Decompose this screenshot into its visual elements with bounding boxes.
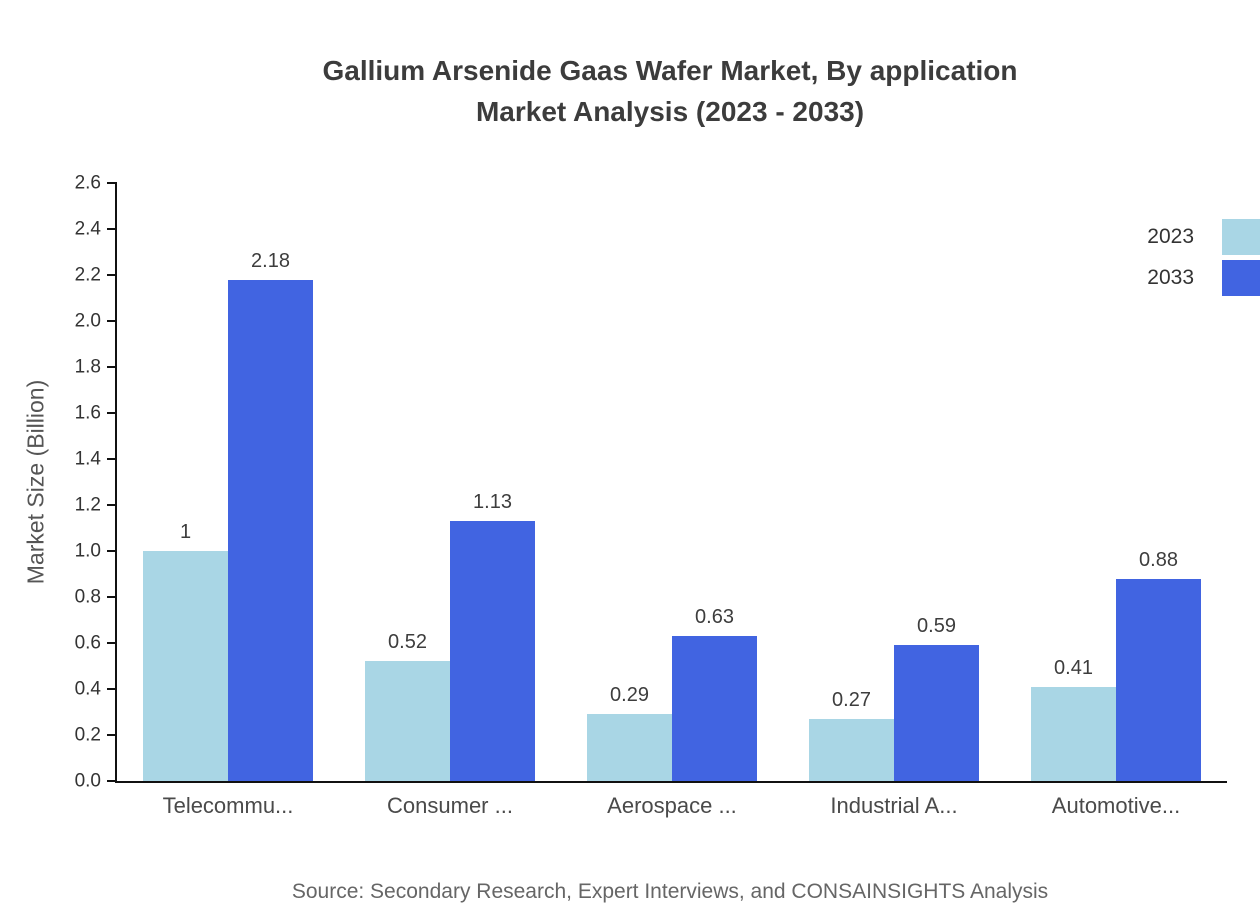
y-tick-mark: [107, 780, 117, 782]
bars-area: 1 2.18 0.52 1.13 0.29 0.63 0.27 0.59 0.41 0.88: [117, 183, 1227, 781]
y-tick-label: 1.2: [74, 494, 101, 516]
y-tick-label: 1.4: [74, 448, 101, 470]
bar-2033: 1.13: [450, 491, 535, 781]
bar-group: 1 2.18: [117, 183, 339, 781]
y-tick-label: 0.6: [74, 632, 101, 654]
y-tick-label: 2.2: [74, 264, 101, 286]
bar-group: 0.27 0.59: [783, 183, 1005, 781]
x-tick-label: Consumer ...: [387, 793, 513, 818]
y-tick-mark: [107, 596, 117, 598]
y-tick-mark: [107, 734, 117, 736]
legend-swatch: [1222, 260, 1260, 296]
legend-label: 2023: [1147, 225, 1194, 248]
bar-value-label: 0.29: [610, 684, 649, 707]
y-tick-mark: [107, 366, 117, 368]
chart-title-line2: Market Analysis (2023 - 2033): [475, 96, 865, 127]
bar-2023: 0.41: [1031, 657, 1116, 781]
bar-2033: 0.88: [1116, 549, 1201, 781]
bar-value-label: 0.63: [695, 606, 734, 629]
y-tick-label: 1.8: [74, 356, 101, 378]
bar-value-label: 2.18: [251, 249, 290, 272]
bar-2033: 0.59: [894, 615, 979, 781]
bar-2023: 0.27: [809, 689, 894, 781]
x-axis-labels: Telecommu... Consumer ... Aerospace ... Ind…: [117, 793, 1227, 819]
y-tick-label: 0.0: [74, 770, 101, 792]
legend-label: 2033: [1147, 266, 1194, 289]
bar-value-label: 0.52: [388, 631, 427, 654]
y-tick-mark: [107, 688, 117, 690]
legend-item: 2023: [1147, 219, 1260, 255]
y-tick-label: 2.0: [74, 310, 101, 332]
bar-2023: 0.52: [365, 631, 450, 781]
bar-2033: 0.63: [672, 606, 757, 781]
chart-title: Gallium Arsenide Gaas Wafer Market, By a…: [115, 50, 1225, 132]
legend-item: 2033: [1147, 260, 1260, 296]
y-tick-label: 1.0: [74, 540, 101, 562]
y-tick-mark: [107, 504, 117, 506]
bar-value-label: 0.41: [1054, 656, 1093, 679]
y-tick-label: 0.2: [74, 724, 101, 746]
y-tick-mark: [107, 182, 117, 184]
source-note: Source: Secondary Research, Expert Inter…: [291, 880, 1049, 903]
y-tick-mark: [107, 274, 117, 276]
bar-2033: 2.18: [228, 250, 313, 781]
x-tick-label: Automotive...: [1051, 793, 1181, 818]
x-tick-label: Aerospace ...: [607, 793, 737, 818]
bar-2023: 0.29: [587, 684, 672, 781]
x-tick-label: Telecommu...: [162, 793, 294, 818]
plot-area: 0.0 0.2 0.4 0.6 0.8 1.0 1.2 1.4 1.6 1.8 2.0 2.2 2.4 2…: [75, 174, 1227, 818]
y-tick-mark: [107, 550, 117, 552]
y-axis-title: Market Size (Billion): [22, 379, 49, 585]
chart-title-line1: Gallium Arsenide Gaas Wafer Market, By a…: [322, 55, 1018, 86]
bar-value-label: 0.59: [917, 615, 956, 638]
bar-group: 0.52 1.13: [339, 183, 561, 781]
y-tick-label: 1.6: [74, 402, 101, 424]
bar-group: 0.41 0.88: [1005, 183, 1227, 781]
y-tick-label: 2.4: [74, 218, 101, 240]
legend-swatch: [1222, 219, 1260, 255]
bar-value-label: 1: [179, 521, 192, 543]
y-tick-mark: [107, 412, 117, 414]
y-tick-label: 0.8: [74, 586, 101, 608]
bar-value-label: 0.27: [832, 688, 871, 711]
bar-value-label: 0.88: [1139, 548, 1178, 571]
y-tick-label: 0.4: [74, 678, 101, 700]
y-tick-mark: [107, 228, 117, 230]
bar-2023: 1: [143, 521, 228, 781]
legend: 2023 2033: [1147, 219, 1260, 296]
y-tick-label: 2.6: [74, 172, 101, 194]
bar-group: 0.29 0.63: [561, 183, 783, 781]
x-tick-label: Industrial A...: [830, 793, 958, 818]
y-tick-mark: [107, 320, 117, 322]
y-tick-mark: [107, 458, 117, 460]
bar-value-label: 1.13: [473, 491, 512, 514]
y-tick-mark: [107, 642, 117, 644]
